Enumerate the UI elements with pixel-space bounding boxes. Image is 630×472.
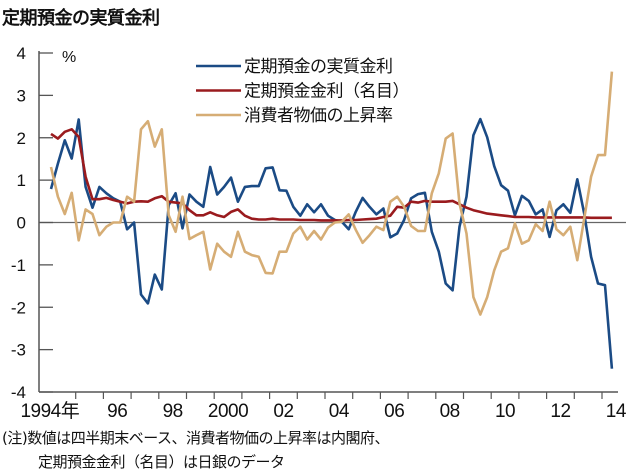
x-tick-label: 06 [384,401,404,422]
legend-label-3: 消費者物価の上昇率 [244,106,393,126]
x-tick-label: 02 [273,401,293,422]
y-tick-label: 2 [17,129,26,148]
series-line-2 [50,128,612,222]
x-tick-label: 96 [107,401,127,422]
y-tick-label: -3 [11,341,26,360]
x-tick-label: 10 [495,401,515,422]
x-tick-label: 2000 [208,401,248,422]
x-tick-label: 12 [550,401,570,422]
source-note-line-1: (注)数値は四半期末ベース、消費者物価の上昇率は内閣府、 [2,429,389,447]
y-tick-label: 1 [17,171,26,190]
chart-title: 定期預金の実質金利 [2,8,160,29]
series-line-1 [49,117,614,369]
x-tick-label: 08 [440,401,460,422]
y-tick-label: 4 [17,44,26,63]
legend-label-1: 定期預金の実質金利 [244,57,393,77]
y-tick-label: 3 [17,86,26,105]
y-tick-label: 0 [17,214,26,233]
x-tick-label: 98 [163,401,183,422]
y-tick-label: -2 [11,298,26,317]
y-tick-label: -1 [11,256,26,275]
legend-label-2: 定期預金金利（名目） [244,82,409,102]
y-tick-label: -4 [11,383,26,402]
x-tick-label: 04 [329,401,350,422]
x-tick-label: 14 [606,401,627,422]
series-line-3 [49,71,614,316]
x-tick-label: 1994年 [20,400,79,422]
source-note-line-2: 定期預金金利（名目）は日銀のデータ [38,453,285,471]
y-axis-unit: % [62,49,76,66]
